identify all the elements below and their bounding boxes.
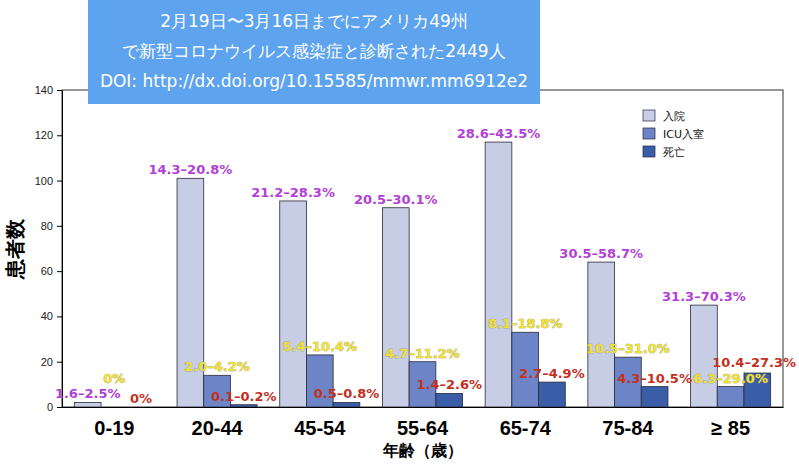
bar (485, 142, 512, 407)
y-tick: 80 (41, 220, 62, 232)
annotation: 1.4–2.6% (416, 377, 482, 392)
y-axis: 0 20 40 60 80 100 120 140 (35, 84, 63, 413)
x-tick: 55-64 (397, 407, 449, 439)
bar (539, 382, 566, 407)
title: 2月19日〜3月16日までにアメリカ49州 (160, 11, 468, 31)
x-tick-label: 75-84 (602, 417, 654, 439)
bar (641, 387, 668, 407)
x-tick: 20-44 (192, 407, 244, 439)
x-tick: ≥ 85 (711, 407, 750, 439)
annotation: 8.1–18.8% (488, 316, 563, 331)
x-axis-title: 年齢（歳） (382, 441, 463, 460)
y-tick-mark (57, 316, 62, 317)
annotation: 0.1–0.2% (211, 389, 277, 404)
annotation: 31.3–70.3% (662, 289, 746, 304)
x-axis-line (63, 407, 784, 408)
plot-frame (62, 90, 783, 407)
legend-swatch (643, 146, 655, 157)
chart: 0 20 40 60 80 100 120 140 0-19 20-44 45-54 55-64 65-… (0, 0, 799, 474)
y-tick-label: 120 (35, 129, 53, 141)
y-tick-mark (57, 181, 62, 182)
bar (588, 262, 615, 407)
bar (717, 387, 744, 407)
annotation: 1.6–2.5% (55, 386, 121, 401)
bar (382, 208, 409, 407)
x-tick: 65-74 (500, 407, 552, 439)
annotation: 2.7–4.9% (519, 366, 585, 381)
legend-swatch (643, 110, 655, 121)
x-tick-label: 45-54 (294, 417, 346, 439)
bar (333, 402, 360, 407)
x-tick: 45-54 (294, 407, 346, 439)
annotation: 0% (103, 371, 125, 386)
y-tick-mark (57, 90, 62, 91)
legend-item: 入院 (643, 110, 685, 123)
legend-item: ICU入室 (643, 128, 704, 141)
bar (230, 405, 257, 407)
x-tick-label: 0-19 (94, 417, 134, 439)
y-axis-line (57, 91, 63, 408)
annotation: 10.5–31.0% (586, 341, 670, 356)
annotation: 4.3–10.5% (617, 371, 692, 386)
y-tick-mark (57, 271, 62, 272)
bar (128, 407, 155, 408)
y-tick: 140 (35, 84, 62, 96)
x-tick: 0-19 (94, 407, 134, 439)
y-tick: 60 (41, 265, 62, 277)
y-axis-title: 患者数 (3, 218, 27, 280)
y-tick-mark (57, 135, 62, 136)
legend-label: 死亡 (663, 146, 685, 159)
y-tick-label: 20 (41, 356, 53, 368)
y-tick: 20 (41, 356, 62, 368)
x-tick-label: 55-64 (397, 417, 449, 439)
y-tick-label: 40 (41, 310, 53, 322)
bar (436, 393, 463, 407)
annotation: 30.5–58.7% (559, 246, 643, 261)
annotation: 0% (130, 391, 152, 406)
y-tick-label: 80 (41, 220, 53, 232)
title-box: 2月19日〜3月16日までにアメリカ49州で新型コロナウイルス感染症と診断された… (88, 0, 540, 104)
x-tick: 75-84 (602, 407, 654, 439)
bar (280, 201, 307, 407)
annotation: 14.3–20.8% (149, 162, 233, 177)
y-tick: 120 (35, 129, 62, 141)
legend: 入院 ICU入室死亡 (643, 110, 704, 159)
bar (74, 402, 101, 407)
y-tick-label: 140 (35, 84, 53, 96)
y-tick-label: 60 (41, 265, 53, 277)
x-axis: 0-19 20-44 45-54 55-64 65-74 75-84 ≥ 85 (63, 407, 784, 439)
annotation: 21.2–28.3% (251, 185, 335, 200)
annotation: 4.7–11.2% (385, 346, 460, 361)
annotation: 20.5–30.1% (354, 192, 438, 207)
title: で新型コロナウイルス感染症と診断された2449人 (122, 41, 505, 61)
x-tick-label: ≥ 85 (711, 417, 750, 439)
y-tick: 0 (47, 401, 62, 413)
y-tick: 40 (41, 310, 62, 322)
annotation: 6.3–29.0% (693, 371, 768, 386)
y-tick-mark (57, 226, 62, 227)
x-tick-label: 65-74 (500, 417, 552, 439)
y-tick-mark (57, 362, 62, 363)
annotation: 0.5–0.8% (314, 386, 380, 401)
annotation: 5.4–10.4% (282, 339, 357, 354)
annotation: 28.6–43.5% (457, 126, 541, 141)
x-tick-label: 20-44 (192, 417, 244, 439)
y-tick-label: 100 (35, 175, 53, 187)
legend-swatch (643, 128, 655, 139)
y-tick-mark (57, 407, 62, 408)
legend-item: 死亡 (643, 146, 685, 159)
y-tick-label: 0 (47, 401, 53, 413)
title: DOI: http://dx.doi.org/10.15585/mmwr.mm6… (100, 71, 528, 91)
annotations: 1.6–2.5% 14.3–20.8% 21.2–28.3% 20.5–30.1% 28… (55, 126, 796, 406)
y-tick: 100 (35, 175, 62, 187)
annotation: 2.0–4.2% (184, 359, 250, 374)
title-background (88, 0, 540, 104)
legend-label: 入院 (663, 110, 685, 123)
annotation: 10.4–27.3% (712, 355, 796, 370)
bars (74, 142, 770, 407)
bar (101, 407, 128, 408)
legend-label: ICU入室 (663, 128, 704, 141)
